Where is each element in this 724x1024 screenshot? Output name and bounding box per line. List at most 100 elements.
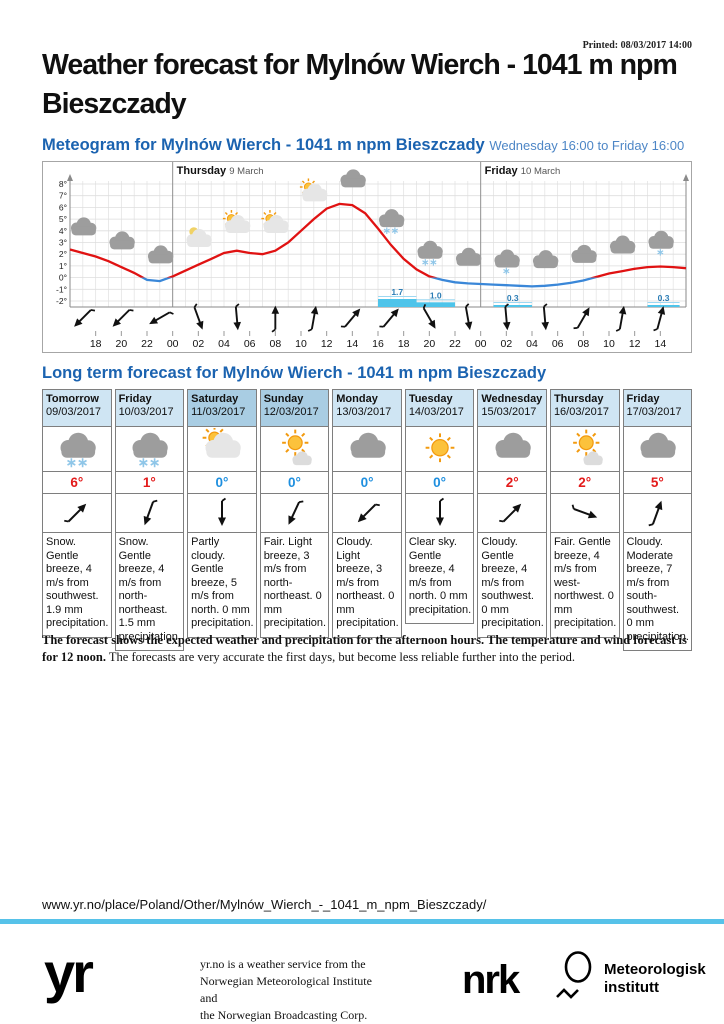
svg-text:3°: 3°: [59, 238, 67, 248]
weather-icon-fair: [282, 429, 313, 466]
svg-text:Thursday 9 March: Thursday 9 March: [177, 165, 264, 177]
forecast-day-column: Tomorrow 09/03/2017 6° Snow. Gentle bree…: [42, 389, 112, 638]
met-institute-logo: Meteorologisk institutt: [554, 950, 706, 1002]
svg-text:-2°: -2°: [56, 296, 67, 306]
wind-arrow-icon: [499, 503, 522, 523]
forecast-day-date: 12/03/2017: [263, 406, 319, 418]
meteogram-heading: Meteogram for Mylnów Wierch - 1041 m npm…: [42, 136, 697, 155]
forecast-day-date: 11/03/2017: [191, 406, 246, 418]
forecast-day-date: 17/03/2017: [626, 406, 682, 418]
wind-arrow-icon: [435, 497, 444, 526]
weather-icon-cloudy: [350, 432, 386, 458]
forecast-day-date: 10/03/2017: [118, 406, 174, 418]
forecast-day-name: Monday: [336, 393, 378, 405]
forecast-temperature: 0°: [333, 472, 401, 494]
svg-text:8°: 8°: [59, 179, 67, 189]
page-url: www.yr.no/place/Poland/Other/Mylnów_Wier…: [42, 897, 487, 912]
svg-text:18: 18: [90, 338, 102, 350]
forecast-weather-cell: [333, 427, 401, 472]
forecast-weather-cell: [623, 427, 692, 472]
weather-icon-cloudy: [495, 432, 531, 458]
forecast-day-header: Wednesday 15/03/2017: [478, 390, 546, 427]
forecast-day-header: Tuesday 14/03/2017: [405, 390, 474, 427]
forecast-day-header: Friday 10/03/2017: [115, 390, 184, 427]
forecast-day-header: Thursday 16/03/2017: [550, 390, 619, 427]
svg-text:20: 20: [115, 338, 127, 350]
svg-text:1.7: 1.7: [391, 287, 403, 297]
forecast-day-column: Wednesday 15/03/2017 2° Cloudy. Gentle b…: [477, 389, 547, 638]
forecast-temperature: 0°: [188, 472, 256, 494]
svg-text:16: 16: [372, 338, 384, 350]
page-title: Weather forecast for Mylnów Wierch - 104…: [42, 49, 678, 120]
forecast-day-date: 13/03/2017: [336, 406, 392, 418]
forecast-day-column: Friday 17/03/2017 5° Cloudy. Moderate br…: [622, 389, 693, 651]
long-term-forecast-table: Tomorrow 09/03/2017 6° Snow. Gentle bree…: [42, 389, 693, 651]
forecast-weather-cell: [188, 427, 256, 472]
forecast-day-name: Tomorrow: [46, 393, 99, 405]
wind-arrow-icon: [571, 504, 597, 519]
forecast-wind-cell: [333, 494, 401, 533]
forecast-weather-cell: [550, 427, 619, 472]
service-description: yr.no is a weather service from the Norw…: [200, 956, 385, 1024]
wind-arrow-icon: [648, 500, 663, 527]
svg-text:4°: 4°: [59, 226, 67, 236]
forecast-note-rest: The forecasts are very accurate the firs…: [108, 650, 576, 664]
service-line: yr.no is a weather service from the: [200, 957, 366, 971]
svg-text:00: 00: [475, 338, 487, 350]
forecast-temperature: 5°: [623, 472, 692, 494]
forecast-day-date: 16/03/2017: [553, 406, 609, 418]
forecast-day-header: Tomorrow 09/03/2017: [43, 390, 111, 427]
forecast-day-header: Friday 17/03/2017: [623, 390, 692, 427]
svg-text:-1°: -1°: [56, 284, 67, 294]
service-line: Norwegian Meteorological Institute and: [200, 974, 372, 1005]
wind-arrow-icon: [357, 503, 380, 523]
wind-arrow-icon: [63, 503, 86, 523]
weather-icon-clearsky: [425, 433, 454, 463]
svg-text:1°: 1°: [59, 261, 67, 271]
weather-icon-snow: [132, 432, 169, 468]
forecast-temperature: 2°: [478, 472, 546, 494]
forecast-day-name: Wednesday: [481, 393, 543, 405]
forecast-day-date: 15/03/2017: [481, 406, 537, 418]
svg-text:0.3: 0.3: [507, 293, 519, 303]
forecast-description: Cloudy. Gentle breeze, 4 m/s from southw…: [481, 536, 544, 629]
met-institute-name: Meteorologisk institutt: [604, 961, 706, 996]
forecast-wind-cell: [43, 494, 111, 533]
forecast-day-header: Saturday 11/03/2017: [188, 390, 256, 427]
forecast-day-column: Thursday 16/03/2017 2° Fair. Gentle bree…: [549, 389, 620, 638]
forecast-day-column: Sunday 12/03/2017 0° Fair. Light breeze,…: [259, 389, 330, 638]
forecast-note: The forecast shows the expected weather …: [42, 632, 692, 666]
forecast-day-column: Friday 10/03/2017 1° Snow. Gentle breeze…: [114, 389, 185, 651]
forecast-temperature: 2°: [550, 472, 619, 494]
nrk-logo: nrk: [462, 958, 520, 1002]
svg-text:Friday 10 March: Friday 10 March: [485, 165, 561, 177]
svg-text:6°: 6°: [59, 202, 67, 212]
forecast-temperature: 0°: [405, 472, 474, 494]
forecast-day-name: Friday: [626, 393, 660, 405]
forecast-weather-cell: [478, 427, 546, 472]
forecast-day-date: 09/03/2017: [46, 406, 102, 418]
svg-text:10: 10: [295, 338, 307, 350]
svg-text:22: 22: [449, 338, 461, 350]
forecast-description: Partly cloudy. Gentle breeze, 5 m/s from…: [191, 536, 254, 629]
forecast-day-date: 14/03/2017: [408, 406, 464, 418]
forecast-temperature: 0°: [260, 472, 329, 494]
svg-text:04: 04: [218, 338, 230, 350]
svg-text:10: 10: [603, 338, 615, 350]
svg-text:0°: 0°: [59, 273, 67, 283]
svg-text:0.3: 0.3: [658, 293, 670, 303]
svg-text:08: 08: [577, 338, 589, 350]
forecast-day-header: Monday 13/03/2017: [333, 390, 401, 427]
met-institute-icon: [556, 951, 592, 999]
wind-arrow-icon: [144, 499, 158, 526]
svg-text:04: 04: [526, 338, 538, 350]
weather-icon-partlycloudy: [202, 428, 241, 458]
forecast-description: Cloudy. Moderate breeze, 7 m/s from sout…: [626, 536, 689, 643]
forecast-day-column: Saturday 11/03/2017 0° Partly cloudy. Ge…: [187, 389, 257, 638]
forecast-weather-cell: [260, 427, 329, 472]
svg-text:1.0: 1.0: [430, 290, 442, 300]
forecast-day-header: Sunday 12/03/2017: [260, 390, 329, 427]
forecast-day-name: Sunday: [263, 393, 304, 405]
svg-text:12: 12: [321, 338, 333, 350]
forecast-description: Snow. Gentle breeze, 4 m/s from southwes…: [46, 536, 109, 629]
